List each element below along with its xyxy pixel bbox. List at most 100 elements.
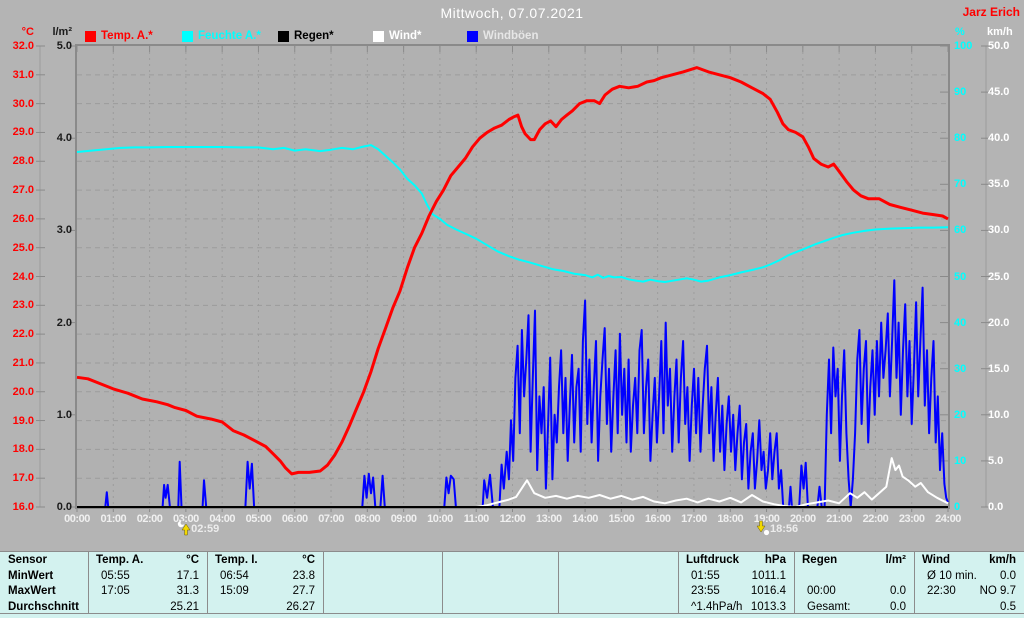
- y-tick-label-temp_c: 18.0: [12, 443, 34, 456]
- axis-unit-wind: km/h: [987, 26, 1013, 38]
- table-divider: [88, 551, 89, 613]
- table-cell-time: 17:05: [101, 585, 130, 598]
- y-tick-label-humidity_pct: 10: [954, 454, 967, 467]
- table-cell-value: 0.0: [890, 585, 906, 598]
- y-tick-label-temp_c: 16.0: [12, 501, 34, 513]
- y-tick-label-temp_c: 20.0: [12, 385, 34, 398]
- y-tick-label-temp_c: 29.0: [12, 126, 34, 139]
- table-col-header: Temp. A.: [96, 554, 144, 566]
- y-tick-label-temp_c: 24.0: [12, 270, 34, 283]
- sunrise-icon: [177, 520, 191, 536]
- y-tick-label-temp_c: 27.0: [12, 184, 34, 197]
- table-cell-time: 22:30: [927, 585, 956, 598]
- table-cell-value: 26.27: [286, 600, 315, 613]
- table-cell-value: NO 9.7: [979, 585, 1016, 598]
- legend-swatch-icon: [85, 31, 96, 42]
- marker-time-label: 02:59: [191, 523, 220, 535]
- table-cell-value: 1013.3: [750, 600, 786, 613]
- table-row-label: MaxWert: [8, 585, 56, 598]
- x-tick-label: 09:00: [390, 513, 417, 525]
- y-tick-label-rain_lm2: 1.0: [56, 408, 72, 421]
- axis-unit-rain: l/m²: [52, 26, 72, 38]
- y-tick-label-humidity_pct: 50: [954, 270, 967, 283]
- y-tick-label-humidity_pct: 20: [954, 408, 967, 421]
- table-row-label: MinWert: [8, 569, 54, 582]
- x-tick-label: 02:00: [136, 513, 163, 525]
- y-tick-label-rain_lm2: 2.0: [56, 316, 72, 329]
- y-tick-label-humidity_pct: 40: [954, 316, 967, 329]
- x-tick-label: 15:00: [608, 513, 635, 525]
- y-tick-label-wind_kmh: 10.0: [988, 408, 1010, 421]
- table-cell-value: 1016.4: [750, 585, 786, 598]
- legend-label: Temp. A.*: [101, 30, 153, 42]
- x-tick-label: 14:00: [572, 513, 598, 525]
- y-tick-label-temp_c: 19.0: [12, 414, 34, 427]
- x-tick-label: 12:00: [499, 513, 526, 525]
- table-divider: [794, 551, 795, 613]
- table-cell-value: 17.1: [176, 569, 199, 582]
- x-tick-label: 11:00: [463, 513, 490, 525]
- table-cell-time: 05:55: [101, 569, 130, 582]
- y-tick-label-temp_c: 22.0: [12, 328, 34, 341]
- table-cell-time: 06:54: [220, 569, 249, 582]
- axis-unit-temp: °C: [21, 26, 34, 38]
- table-col-header: Temp. I.: [215, 554, 258, 566]
- table-col-unit: °C: [186, 554, 199, 566]
- table-cell-time: ^1.4hPa/h: [691, 600, 743, 613]
- y-tick-label-temp_c: 17.0: [12, 472, 34, 485]
- y-tick-label-temp_c: 23.0: [12, 299, 34, 312]
- x-tick-label: 00:00: [64, 513, 90, 525]
- table-row-label: Durchschnitt: [8, 600, 79, 613]
- legend-swatch-icon: [278, 31, 289, 42]
- table-cell-value: 0.0: [890, 600, 906, 613]
- table-divider: [558, 551, 559, 613]
- table-cell-time: Ø 10 min.: [927, 569, 977, 582]
- table-row-label: Sensor: [8, 554, 47, 566]
- table-cell-value: 25.21: [170, 600, 199, 613]
- y-tick-label-humidity_pct: 100: [954, 40, 973, 52]
- table-col-unit: °C: [302, 554, 315, 566]
- axis-unit-humidity: %: [955, 26, 965, 38]
- y-tick-label-wind_kmh: 30.0: [988, 224, 1010, 237]
- x-tick-label: 23:00: [898, 513, 925, 525]
- table-cell-time: 01:55: [691, 569, 720, 582]
- y-tick-label-wind_kmh: 45.0: [988, 86, 1010, 99]
- y-tick-label-temp_c: 25.0: [12, 241, 34, 254]
- table-col-header: Luftdruck: [686, 554, 740, 566]
- x-tick-label: 06:00: [281, 513, 308, 525]
- legend-swatch-icon: [182, 31, 193, 42]
- x-tick-label: 07:00: [318, 513, 344, 525]
- y-tick-label-wind_kmh: 20.0: [988, 316, 1010, 329]
- table-cell-time: 00:00: [807, 585, 836, 598]
- x-tick-label: 10:00: [427, 513, 453, 525]
- y-tick-label-rain_lm2: 4.0: [56, 132, 72, 145]
- y-tick-label-humidity_pct: 80: [954, 132, 967, 145]
- x-tick-label: 20:00: [790, 513, 816, 525]
- legend-label: Wind*: [389, 30, 422, 42]
- watermark-author: Jarz Erich: [962, 5, 1020, 19]
- legend-label: Feuchte A.*: [198, 30, 261, 42]
- table-divider: [207, 551, 208, 613]
- table-cell-value: 27.7: [292, 585, 315, 598]
- y-tick-label-wind_kmh: 35.0: [988, 178, 1010, 191]
- series-wind: [77, 457, 949, 508]
- y-tick-label-rain_lm2: 0.0: [56, 501, 72, 513]
- y-tick-label-wind_kmh: 50.0: [988, 40, 1010, 52]
- x-tick-label: 21:00: [826, 513, 852, 525]
- x-tick-label: 04:00: [209, 513, 235, 525]
- y-tick-label-humidity_pct: 60: [954, 224, 967, 237]
- legend-label: Regen*: [294, 30, 334, 42]
- summary-table-background: [0, 551, 1024, 618]
- table-divider: [678, 551, 679, 613]
- table-cell-time: 15:09: [220, 585, 249, 598]
- x-tick-label: 08:00: [354, 513, 381, 525]
- x-tick-label: 17:00: [681, 513, 707, 525]
- table-divider: [914, 551, 915, 613]
- y-tick-label-temp_c: 32.0: [12, 40, 34, 52]
- y-tick-label-wind_kmh: 0.0: [988, 501, 1004, 513]
- table-cell-time: Gesamt:: [807, 600, 851, 613]
- x-tick-label: 16:00: [644, 513, 671, 525]
- legend-swatch-icon: [467, 31, 478, 42]
- y-tick-label-temp_c: 30.0: [12, 97, 34, 110]
- x-tick-label: 24:00: [935, 513, 961, 525]
